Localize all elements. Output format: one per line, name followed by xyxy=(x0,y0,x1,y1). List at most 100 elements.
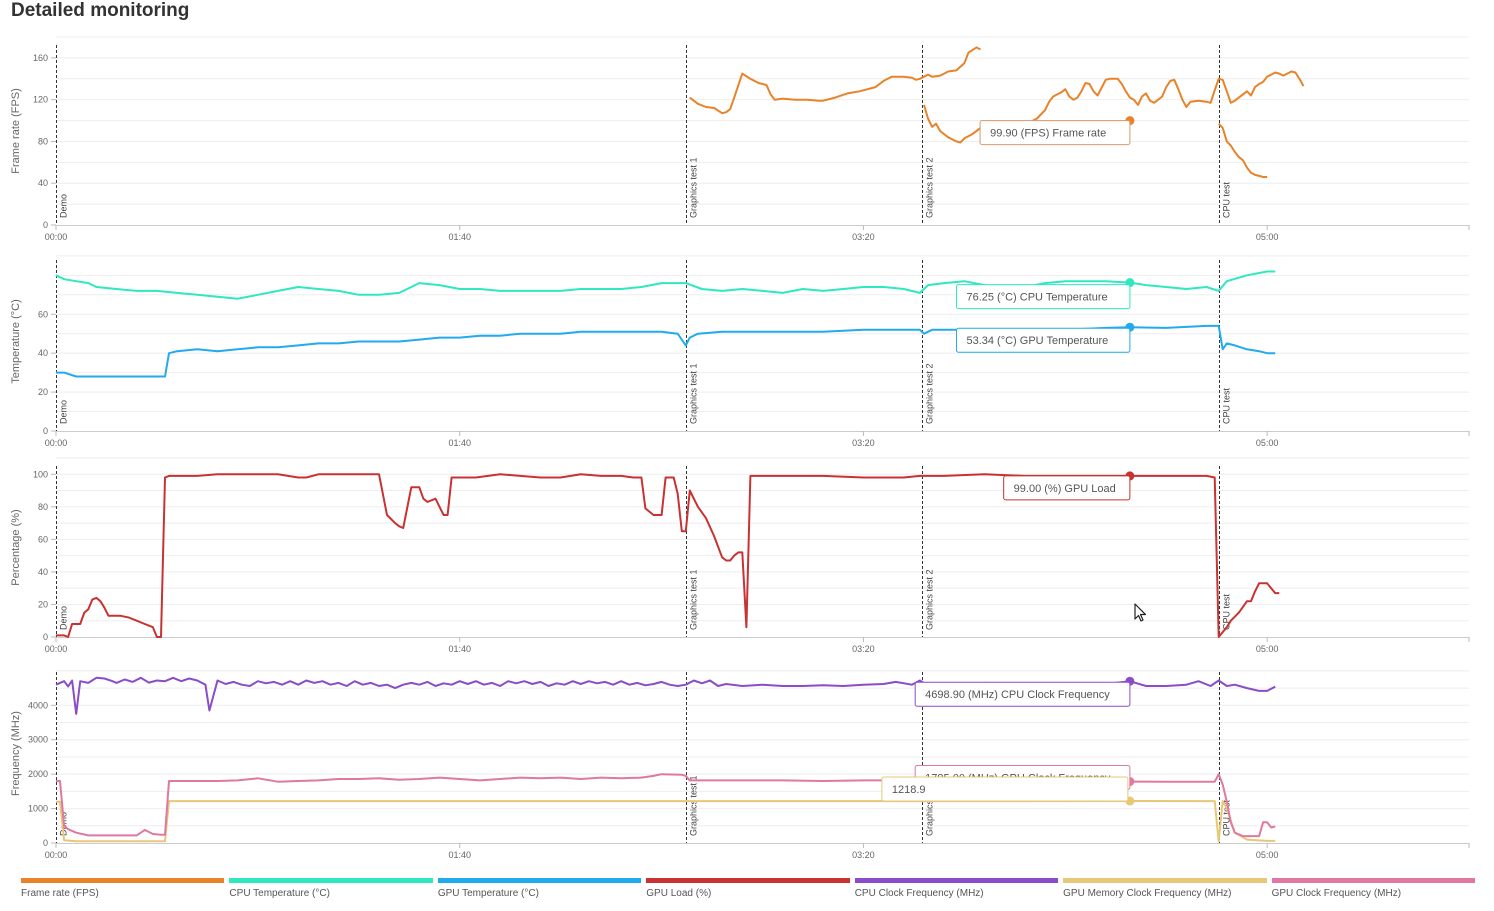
y-axis-label: Frequency (MHz) xyxy=(10,711,22,796)
y-tick-label: 0 xyxy=(43,220,48,230)
series-line xyxy=(55,270,1276,300)
tooltip-text: 1218.9 xyxy=(892,784,926,796)
chart-panel-1[interactable]: 0 40 80 120 160 Frame rate (FPS) 00:00 01:40 03:… xyxy=(10,36,1470,242)
y-axis-label: Percentage (%) xyxy=(10,509,22,585)
legend-label: GPU Memory Clock Frequency (MHz) xyxy=(1063,888,1232,899)
legend-label: GPU Clock Frequency (MHz) xyxy=(1271,888,1402,899)
chart-panel-4[interactable]: 0 1000 2000 3000 4000 Frequency (MHz) 00:00 01:… xyxy=(10,670,1470,860)
tooltip-text: 4698.90 (MHz) CPU Clock Frequency xyxy=(925,689,1110,701)
section-marker-label: Graphics test 1 xyxy=(689,157,699,218)
x-tick-label: 03:20 xyxy=(852,850,875,860)
tooltip-text: 99.90 (FPS) Frame rate xyxy=(990,128,1106,140)
chart-panel-2[interactable]: 0 20 40 60 Temperature (°C) 00:00 01:40 03:20 05… xyxy=(10,255,1470,448)
y-tick-label: 40 xyxy=(38,567,48,577)
x-tick-label: 03:20 xyxy=(852,232,875,242)
y-tick-label: 1000 xyxy=(28,804,48,814)
section-marker-label: CPU test xyxy=(1222,593,1232,630)
section-marker-label: Demo xyxy=(59,400,69,424)
tooltip-box xyxy=(1003,475,1131,501)
x-tick-label: 03:20 xyxy=(852,438,875,448)
y-tick-label: 100 xyxy=(33,469,48,479)
y-axis-label: Temperature (°C) xyxy=(10,299,22,383)
legend-swatch xyxy=(646,878,850,883)
legend-label: GPU Temperature (°C) xyxy=(437,888,539,899)
legend-label: Frame rate (FPS) xyxy=(21,888,99,899)
section-marker-label: CPU test xyxy=(1222,181,1232,218)
x-tick-label: 05:00 xyxy=(1256,644,1279,654)
y-tick-label: 120 xyxy=(33,95,48,105)
tooltip-box xyxy=(955,284,1131,310)
y-tick-label: 60 xyxy=(38,534,48,544)
x-tick-label: 00:00 xyxy=(45,232,68,242)
x-tick-label: 01:40 xyxy=(448,232,471,242)
y-tick-label: 60 xyxy=(38,309,48,319)
legend-item[interactable]: Frame rate (FPS) xyxy=(21,878,225,902)
series-line xyxy=(56,773,1276,838)
section-marker-label: Demo xyxy=(59,606,69,630)
series-line xyxy=(56,800,1276,843)
section-marker-label: Graphics test 2 xyxy=(925,569,935,630)
legend-swatch xyxy=(21,878,225,883)
y-tick-label: 40 xyxy=(38,348,48,358)
x-tick-label: 01:40 xyxy=(448,850,471,860)
x-tick-label: 05:00 xyxy=(1256,232,1279,242)
series-line xyxy=(689,46,981,115)
y-tick-label: 0 xyxy=(43,426,48,436)
legend-item[interactable]: GPU Memory Clock Frequency (MHz) xyxy=(1063,878,1267,902)
x-tick-label: 00:00 xyxy=(45,438,68,448)
series-line xyxy=(56,324,1276,378)
legend-swatch xyxy=(437,878,642,883)
legend-item[interactable]: GPU Clock Frequency (MHz) xyxy=(1271,878,1475,902)
y-tick-label: 160 xyxy=(33,53,48,63)
x-tick-label: 03:20 xyxy=(852,644,875,654)
tooltip-text: 53.34 (°C) GPU Temperature xyxy=(966,335,1108,347)
series-line xyxy=(1217,123,1268,178)
legend-item[interactable]: CPU Clock Frequency (MHz) xyxy=(854,878,1059,902)
legend: Frame rate (FPS) CPU Temperature (°C) GPU … xyxy=(21,878,1480,902)
section-marker-label: Graphics test 2 xyxy=(925,363,935,424)
tooltip-text: 76.25 (°C) CPU Temperature xyxy=(966,292,1107,304)
tooltip-text: 99.00 (%) GPU Load xyxy=(1014,483,1116,495)
x-tick-label: 01:40 xyxy=(448,644,471,654)
y-tick-label: 80 xyxy=(38,502,48,512)
legend-item[interactable]: GPU Temperature (°C) xyxy=(437,878,642,902)
y-tick-label: 3000 xyxy=(28,735,48,745)
section-marker-label: Demo xyxy=(59,194,69,218)
tooltip-box xyxy=(881,776,1129,802)
charts-area[interactable]: 0 40 80 120 160 Frame rate (FPS) 00:00 01:40 03:… xyxy=(0,0,1494,876)
y-tick-label: 0 xyxy=(43,838,48,848)
mouse-cursor-icon xyxy=(1134,603,1147,622)
chart-panel-3[interactable]: 0 20 40 60 80 100 Percentage (%) 00:00 01:40 03:2… xyxy=(10,457,1470,654)
section-marker-label: Graphics test 1 xyxy=(689,569,699,630)
section-marker-label: Graphics test 2 xyxy=(925,775,935,836)
legend-swatch xyxy=(1063,878,1267,883)
legend-item[interactable]: GPU Load (%) xyxy=(646,878,850,902)
legend-swatch xyxy=(854,878,1059,883)
y-tick-label: 0 xyxy=(43,632,48,642)
tooltip-box xyxy=(914,681,1131,707)
y-tick-label: 20 xyxy=(38,599,48,609)
x-tick-label: 00:00 xyxy=(45,850,68,860)
section-marker-label: CPU test xyxy=(1222,799,1232,836)
x-tick-label: 01:40 xyxy=(448,438,471,448)
y-tick-label: 80 xyxy=(38,136,48,146)
x-tick-label: 05:00 xyxy=(1256,438,1279,448)
y-axis-label: Frame rate (FPS) xyxy=(10,88,22,174)
legend-swatch xyxy=(1271,878,1475,883)
tooltip-box xyxy=(955,327,1131,353)
y-tick-label: 40 xyxy=(38,178,48,188)
y-tick-label: 4000 xyxy=(28,700,48,710)
tooltip-box xyxy=(979,120,1131,146)
legend-label: CPU Clock Frequency (MHz) xyxy=(854,888,984,899)
section-marker-label: Graphics test 1 xyxy=(689,775,699,836)
x-tick-label: 05:00 xyxy=(1256,850,1279,860)
x-tick-label: 00:00 xyxy=(45,644,68,654)
legend-label: GPU Load (%) xyxy=(646,888,712,899)
y-tick-label: 2000 xyxy=(28,769,48,779)
y-tick-label: 20 xyxy=(38,387,48,397)
legend-label: CPU Temperature (°C) xyxy=(229,888,330,899)
section-marker-label: Graphics test 1 xyxy=(689,363,699,424)
page-title: Detailed monitoring xyxy=(11,0,190,21)
section-marker-label: Graphics test 2 xyxy=(925,157,935,218)
legend-item[interactable]: CPU Temperature (°C) xyxy=(229,878,433,902)
